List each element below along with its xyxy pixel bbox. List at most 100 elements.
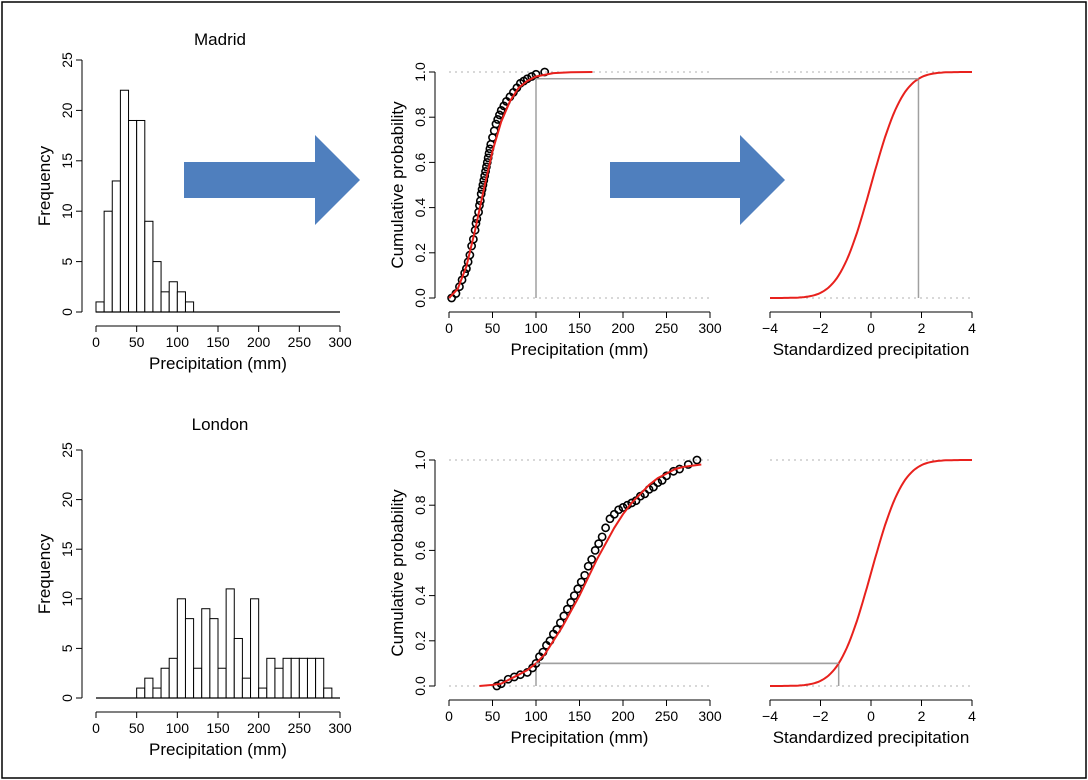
data-point xyxy=(480,171,490,181)
data-point xyxy=(583,561,593,571)
y-tick-label: 0.8 xyxy=(412,107,428,127)
data-point xyxy=(692,455,702,465)
y-tick-label: 25 xyxy=(59,442,75,458)
standard-normal-cdf-curve xyxy=(770,71,972,299)
x-tick-label: 250 xyxy=(288,720,312,736)
y-tick-label: 0.2 xyxy=(412,243,428,263)
y-tick-label: 0.4 xyxy=(412,198,428,218)
data-point xyxy=(683,460,693,469)
histogram-bar xyxy=(201,608,211,699)
y-tick-label: 20 xyxy=(59,492,75,508)
data-point xyxy=(594,539,604,549)
histogram-bar xyxy=(266,657,276,699)
y-axis-title: Cumulative probability xyxy=(388,101,407,269)
y-tick-label: 10 xyxy=(59,203,75,219)
data-point xyxy=(590,546,600,555)
x-tick-label: 0 xyxy=(867,708,875,724)
data-point xyxy=(569,591,579,600)
data-point xyxy=(496,106,506,115)
histogram-bar xyxy=(160,667,170,699)
histogram-bar xyxy=(128,119,138,313)
fitted-cdf-curve xyxy=(448,71,593,299)
x-tick-label: 300 xyxy=(698,708,722,724)
y-tick-label: 15 xyxy=(59,541,75,557)
data-point xyxy=(479,176,489,185)
x-tick-label: 100 xyxy=(166,334,190,350)
data-point xyxy=(587,555,597,564)
data-point xyxy=(481,167,490,176)
data-point xyxy=(627,498,637,508)
x-tick-label: 0 xyxy=(92,334,100,350)
histogram-bar xyxy=(176,598,186,699)
histogram-bar xyxy=(225,588,235,699)
histogram-bar xyxy=(111,180,121,313)
histogram-bar xyxy=(209,618,219,699)
data-point xyxy=(482,162,491,172)
histogram-bar xyxy=(176,291,186,313)
y-tick-label: 15 xyxy=(59,153,75,169)
histogram-bar xyxy=(184,301,195,313)
y-axis-title: Frequency xyxy=(35,533,54,614)
y-tick-label: 5 xyxy=(59,644,75,652)
histogram-bar xyxy=(144,220,154,313)
fitted-cdf-curve xyxy=(479,463,702,687)
data-point xyxy=(605,514,615,524)
histogram-bar xyxy=(152,687,162,699)
x-axis-title: Precipitation (mm) xyxy=(511,728,649,747)
x-tick-label: −2 xyxy=(813,708,829,724)
data-point xyxy=(601,523,610,533)
y-tick-label: 0.0 xyxy=(412,288,428,308)
data-point xyxy=(576,577,586,587)
histogram-bar xyxy=(233,637,243,699)
histogram-bar xyxy=(95,301,105,313)
x-tick-label: 300 xyxy=(328,334,352,350)
x-tick-label: 150 xyxy=(206,334,230,350)
x-tick-label: 50 xyxy=(485,708,501,724)
x-tick-label: 100 xyxy=(524,320,548,336)
x-tick-label: 250 xyxy=(655,708,679,724)
x-tick-label: 200 xyxy=(611,320,635,336)
histogram-bar xyxy=(258,687,268,699)
data-point xyxy=(566,597,576,607)
data-point xyxy=(614,505,624,515)
histogram-bar xyxy=(168,657,178,699)
x-tick-label: 2 xyxy=(918,708,926,724)
histogram-bar xyxy=(144,677,154,699)
histogram-bar xyxy=(217,667,227,699)
histogram-bar xyxy=(241,677,252,699)
x-tick-label: −4 xyxy=(762,708,778,724)
panel-title: London xyxy=(192,415,249,434)
x-axis-title: Standardized precipitation xyxy=(773,340,970,359)
histogram-bar xyxy=(282,657,292,699)
histogram-bar xyxy=(250,598,260,699)
histogram-bar xyxy=(274,667,284,699)
x-tick-label: 100 xyxy=(524,708,548,724)
y-tick-label: 0.0 xyxy=(412,676,428,696)
ecdf-to-std-arrow xyxy=(610,135,785,225)
histogram-bar xyxy=(152,261,162,313)
histogram-bar xyxy=(306,657,317,699)
histogram-bar xyxy=(119,89,130,313)
madrid-ecdf-panel: 0 50 100 150 200 250 300 Precipitation (mm) 0.0 0… xyxy=(388,62,722,359)
histogram-bar xyxy=(323,687,333,699)
x-tick-label: 250 xyxy=(288,334,312,350)
madrid-standardized-panel: −4 −2 0 2 4 Standardized precipitation xyxy=(762,71,976,359)
histogram-bar xyxy=(168,281,178,313)
london-standardized-panel: −4 −2 0 2 4 Standardized precipitation xyxy=(762,459,976,747)
x-tick-label: 200 xyxy=(247,334,271,350)
histogram-bar xyxy=(290,657,300,699)
histogram-bar xyxy=(136,119,146,313)
x-tick-label: 250 xyxy=(655,320,679,336)
y-tick-label: 25 xyxy=(59,52,75,68)
data-point xyxy=(597,532,607,542)
london-ecdf-panel: 0 50 100 150 200 250 300 Precipitation (mm) 0.0 0… xyxy=(388,450,722,747)
x-axis-title: Precipitation (mm) xyxy=(149,354,287,373)
y-tick-label: 20 xyxy=(59,102,75,118)
histogram-bar xyxy=(184,618,195,699)
histogram-bar xyxy=(298,657,308,699)
data-point xyxy=(531,69,541,79)
x-tick-label: 200 xyxy=(247,720,271,736)
